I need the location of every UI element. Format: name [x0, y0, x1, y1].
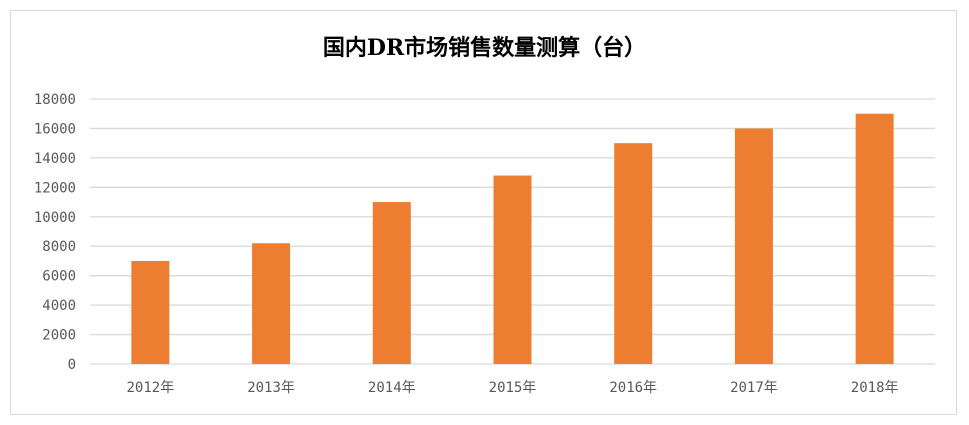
- y-tick-label: 4000: [42, 298, 76, 314]
- y-tick-label: 18000: [34, 92, 76, 108]
- chart-title: 国内DR市场销售数量测算（台）: [322, 35, 647, 61]
- x-tick-label: 2016年: [609, 380, 657, 396]
- y-tick-label: 10000: [34, 210, 76, 226]
- bar: [131, 260, 170, 364]
- x-tick-label: 2014年: [368, 380, 416, 396]
- x-tick-label: 2017年: [730, 380, 778, 396]
- y-tick-label: 14000: [34, 151, 76, 167]
- y-tick-label: 8000: [42, 239, 76, 255]
- x-tick-label: 2013年: [247, 380, 295, 396]
- bar: [252, 243, 291, 364]
- y-tick-label: 12000: [34, 180, 76, 196]
- bar: [614, 143, 653, 364]
- y-tick-label: 16000: [34, 121, 76, 137]
- y-tick-label: 6000: [42, 269, 76, 285]
- x-tick-label: 2015年: [489, 380, 537, 396]
- chart-frame: [10, 10, 957, 415]
- bar: [493, 175, 532, 364]
- y-tick-label: 2000: [42, 328, 76, 344]
- bar: [855, 113, 894, 364]
- x-tick-label: 2012年: [126, 380, 174, 396]
- bar: [734, 128, 773, 364]
- bar: [372, 202, 411, 364]
- x-tick-label: 2018年: [851, 380, 899, 396]
- y-tick-label: 0: [68, 357, 76, 373]
